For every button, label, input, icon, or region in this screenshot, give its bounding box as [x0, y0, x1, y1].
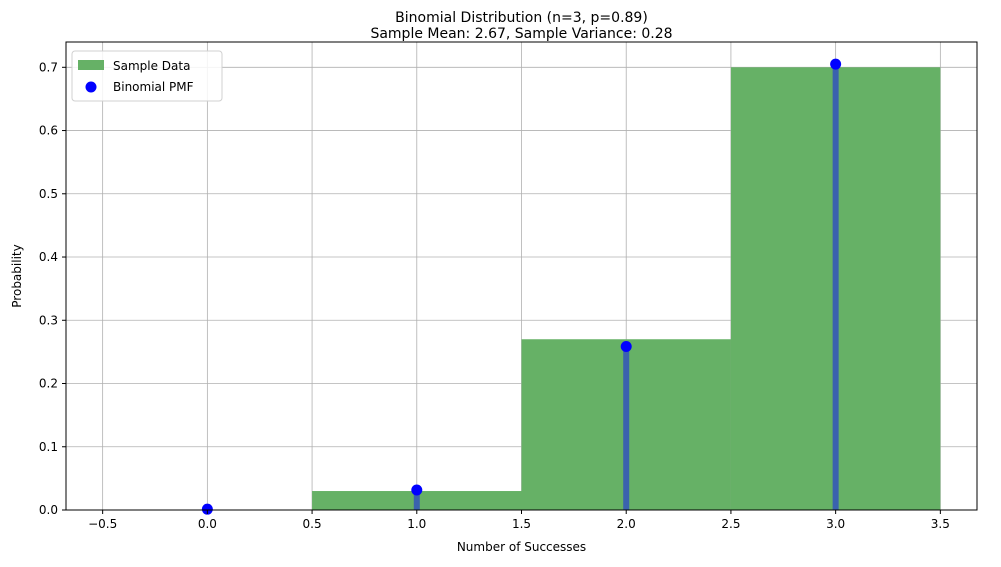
- x-tick-label: 0.0: [198, 517, 217, 531]
- legend-sample-data-swatch: [78, 60, 104, 70]
- y-tick-label: 0.2: [39, 377, 58, 391]
- x-tick-label: 1.5: [512, 517, 531, 531]
- x-axis-label: Number of Successes: [457, 540, 586, 554]
- y-tick-label: 0.0: [39, 503, 58, 517]
- y-tick-label: 0.5: [39, 187, 58, 201]
- y-tick-label: 0.4: [39, 250, 58, 264]
- x-tick-label: −0.5: [88, 517, 117, 531]
- x-tick-label: 2.5: [721, 517, 740, 531]
- pmf-stems: [201, 58, 842, 515]
- x-axis-ticks: −0.5 0.0 0.5 1.0 1.5 2.0 2.5 3.0 3.5: [88, 510, 950, 531]
- chart-title-line1: Binomial Distribution (n=3, p=0.89): [395, 10, 648, 26]
- x-tick-label: 2.0: [617, 517, 636, 531]
- pmf-point: [411, 484, 423, 496]
- y-axis-ticks: 0.0 0.1 0.2 0.3 0.4 0.5 0.6 0.7: [39, 60, 66, 517]
- y-tick-label: 0.1: [39, 440, 58, 454]
- legend-box: [71, 50, 223, 102]
- chart-title-line2: Sample Mean: 2.67, Sample Variance: 0.28: [370, 26, 672, 42]
- y-axis-label: Probability: [10, 244, 24, 307]
- x-tick-label: 3.5: [931, 517, 950, 531]
- y-tick-label: 0.7: [39, 60, 58, 74]
- legend-label-sample-data: Sample Data: [113, 59, 190, 73]
- y-tick-label: 0.6: [39, 124, 58, 138]
- legend-binomial-pmf-marker: [85, 81, 97, 93]
- legend: Sample Data Binomial PMF: [71, 50, 223, 102]
- pmf-point: [620, 341, 632, 353]
- x-tick-label: 1.0: [407, 517, 426, 531]
- y-tick-label: 0.3: [39, 313, 58, 327]
- pmf-point: [201, 503, 213, 515]
- x-tick-label: 0.5: [303, 517, 322, 531]
- legend-label-binomial-pmf: Binomial PMF: [113, 80, 194, 94]
- pmf-point: [830, 58, 842, 70]
- x-tick-label: 3.0: [826, 517, 845, 531]
